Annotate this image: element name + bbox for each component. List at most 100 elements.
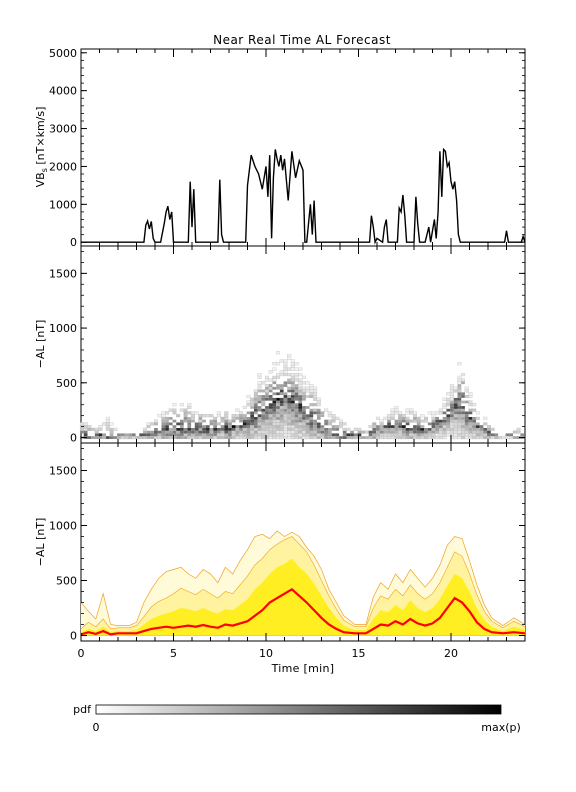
pdf-cell [486,425,491,429]
pdf-cell [446,400,451,404]
pdf-cell [213,425,217,428]
pdf-cell [457,403,462,407]
pdf-cell [520,433,525,437]
pdf-cell [290,425,295,429]
pdf-cell [464,417,469,420]
pdf-cell [298,436,303,440]
pdf-cell [268,408,273,412]
pdf-cell [194,422,199,426]
pdf-cell [94,430,99,434]
pdf-cell [472,408,477,412]
pdf-cell [168,436,173,440]
pdf-cell [309,414,314,418]
pdf-cell [257,384,262,388]
pdf-cell [335,425,340,429]
pdf-cell [213,430,217,434]
pdf-cell [183,430,188,434]
pdf-cell [253,394,258,398]
pdf-cell [472,428,476,431]
pdf-cell [475,436,480,440]
pdf-cell [283,436,288,440]
pdf-cell [94,436,99,439]
pdf-cell [313,422,317,426]
pdf-cell [398,425,402,428]
pdf-cell [305,417,310,420]
pdf-cell [261,389,266,393]
pdf-cell [309,403,314,407]
pdf-cell [464,400,469,404]
pdf-cell [298,386,303,390]
pdf-cell [228,422,232,426]
pdf-cell [464,436,469,440]
pdf-cell [257,400,262,404]
pdf-cell [449,386,454,390]
vbs-plot-frame [80,48,526,247]
pdf-cell [294,430,299,434]
pdf-cell [446,427,451,431]
pdf-cell [450,406,454,409]
pdf-cell [283,425,288,429]
pdf-cell [416,430,421,434]
pdf-cell [442,411,447,415]
pdf-cell [483,436,488,440]
pdf-cell [272,392,277,396]
pdf-cell [91,427,96,431]
pdf-cell [313,430,318,434]
pdf-cell [142,427,147,431]
pdf-cell [153,436,158,440]
pdf-cell [287,427,292,431]
pdf-cell [187,430,192,434]
pdf-cell [427,428,432,431]
pdf-cell [254,425,258,428]
pdf-cell [264,427,269,431]
pdf-cell [313,428,317,431]
pdf-cell [165,436,169,439]
pdf-cell [279,427,284,431]
pdf-cell [183,433,188,437]
pdf-cell [483,428,488,431]
pdf-cell [198,436,203,440]
pdf-cell [290,384,295,388]
pdf-cell [427,436,432,440]
pdf-cell [409,430,414,434]
pdf-cell [324,428,328,431]
pdf-cell [446,419,451,423]
pdf-cell [379,422,384,426]
vbs-y-tick-label: 5000 [49,47,77,60]
pdf-cell [161,430,166,434]
pdf-cell [235,427,240,431]
pdf-cell [416,428,421,431]
pdf-cell [117,433,121,437]
pdf-cell [313,408,318,412]
pdf-cell [298,395,303,398]
pdf-cell [457,378,462,382]
pdf-cell [298,414,303,418]
pdf-cell [302,406,306,409]
pdf-cell [224,430,229,434]
pdf-cell [431,416,436,420]
pdf-cell [294,397,299,401]
pdf-cell [449,394,454,398]
pdf-cell [172,433,177,437]
pdf-cell [461,430,466,434]
pdf-cell [283,427,288,431]
pdf-cell [253,427,258,431]
pdf-cell [272,425,277,429]
pdf-cell [309,428,314,431]
pdf-cell [302,397,306,401]
pdf-cell [416,419,421,423]
pdf-cell [316,428,321,431]
pdf-cell [405,430,410,434]
pdf-cell [301,433,306,437]
pdf-cell [246,433,251,437]
pdf-cell [265,386,269,390]
pdf-cell [257,373,262,377]
pdf-cell [468,408,473,412]
pdf-cell [309,411,314,415]
pdf-cell [180,425,184,428]
pdf-cell [446,422,451,426]
pdf-cell [242,414,247,418]
pdf-cell [261,427,266,431]
pdf-cell [98,436,103,439]
pdf-cell [268,395,273,398]
